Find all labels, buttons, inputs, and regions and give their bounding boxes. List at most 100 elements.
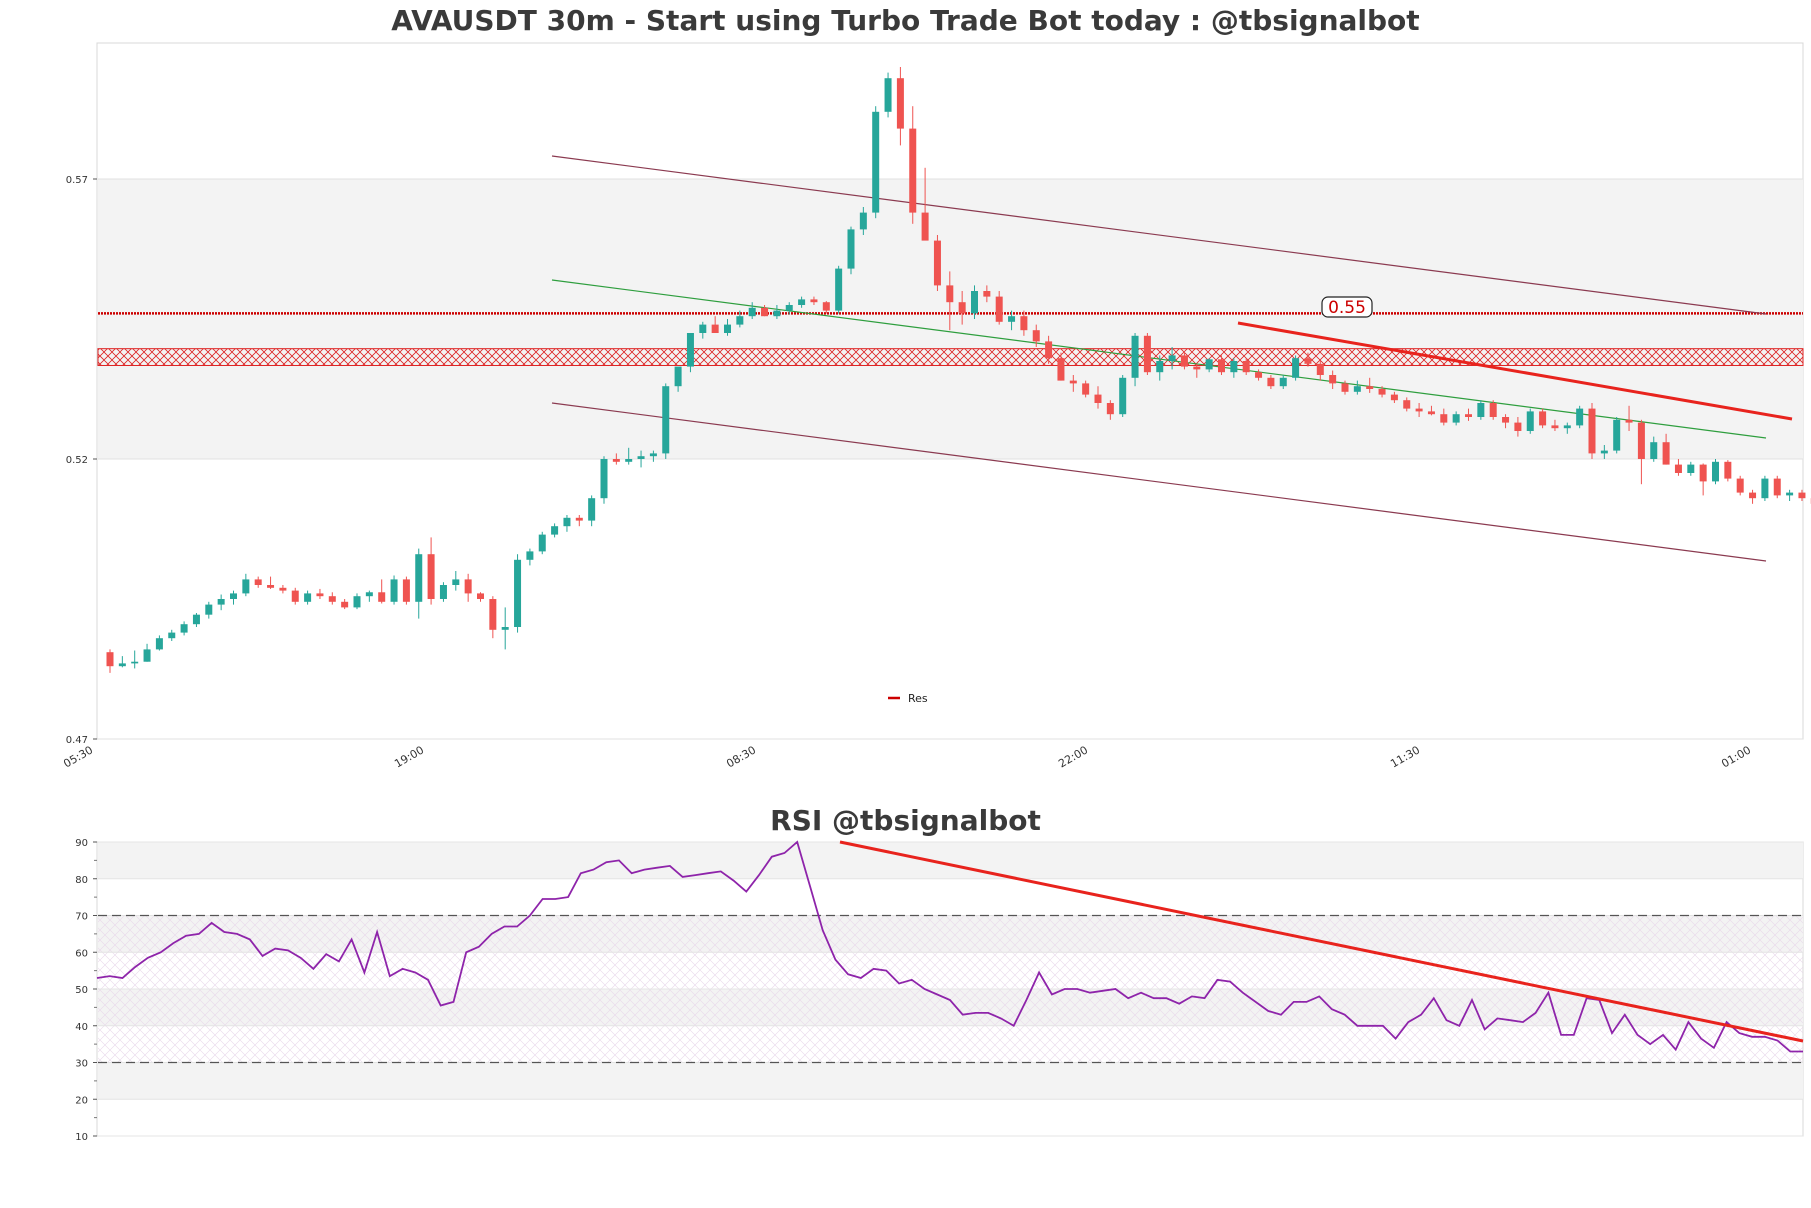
candle-body bbox=[242, 579, 250, 594]
candle-body bbox=[1255, 372, 1263, 378]
candle-body bbox=[1662, 442, 1670, 465]
candle-body bbox=[933, 240, 941, 286]
price-y-tick-label: 0.52 bbox=[66, 455, 88, 466]
rsi-band bbox=[98, 842, 1803, 879]
candle-body bbox=[810, 299, 818, 303]
candle-body bbox=[1588, 408, 1596, 454]
candle-body bbox=[1687, 464, 1695, 473]
channel-mid-line bbox=[551, 279, 1767, 439]
candle-body bbox=[1761, 478, 1769, 499]
rsi-y-tick-label: 20 bbox=[75, 1095, 88, 1106]
candle-body bbox=[1057, 358, 1065, 381]
candle-body bbox=[267, 585, 275, 588]
candle-body bbox=[1032, 330, 1040, 342]
candle-body bbox=[1440, 414, 1448, 423]
candle-body bbox=[1736, 478, 1744, 493]
rsi-band bbox=[98, 989, 1803, 1026]
candle-body bbox=[489, 599, 497, 630]
rsi-y-tick-label: 80 bbox=[75, 875, 88, 886]
candle-body bbox=[217, 599, 225, 605]
candle-body bbox=[192, 614, 200, 625]
candle-body bbox=[921, 212, 929, 241]
candle-body bbox=[1205, 359, 1213, 370]
candle-body bbox=[686, 333, 694, 367]
candle-body bbox=[328, 596, 336, 602]
candle-body bbox=[896, 78, 904, 129]
candle-body bbox=[785, 305, 793, 311]
main-chart-title: AVAUSDT 30m - Start using Turbo Trade Bo… bbox=[391, 4, 1420, 37]
candle-body bbox=[1082, 383, 1090, 395]
candle-body bbox=[1502, 417, 1510, 423]
candle-body bbox=[1316, 363, 1324, 375]
price-y-tick-label: 0.57 bbox=[66, 175, 88, 186]
candle-body bbox=[563, 517, 571, 527]
candle-body bbox=[1106, 403, 1114, 415]
rsi-plot-frame bbox=[96, 841, 1804, 1137]
rsi-y-tick-label: 10 bbox=[75, 1132, 88, 1143]
candle-body bbox=[674, 366, 682, 387]
rsi-line bbox=[96, 840, 1803, 1053]
candle-body bbox=[637, 456, 645, 459]
channel-lower-line bbox=[551, 402, 1767, 562]
candle-body bbox=[588, 498, 596, 521]
candle-body bbox=[649, 453, 657, 457]
candle-body bbox=[1452, 414, 1460, 423]
rsi-chart-title: RSI @tbsignalbot bbox=[770, 804, 1041, 837]
candle-body bbox=[724, 324, 731, 333]
candle-body bbox=[1465, 414, 1472, 417]
candle-body bbox=[526, 551, 534, 560]
candle-body bbox=[1390, 394, 1398, 401]
candle-body bbox=[1625, 419, 1633, 423]
candle-body bbox=[1712, 461, 1719, 482]
candle-body bbox=[798, 299, 806, 305]
candle-body bbox=[1415, 408, 1423, 412]
candle-body bbox=[1218, 359, 1225, 373]
resistance-trendline bbox=[1237, 321, 1793, 421]
candle-body bbox=[1131, 335, 1139, 378]
price-x-tick-label: 01:00 bbox=[1719, 743, 1753, 770]
candle-body bbox=[748, 307, 756, 317]
candle-body bbox=[1526, 411, 1534, 431]
rsi-y-tick-label: 70 bbox=[75, 912, 88, 923]
candle-body bbox=[884, 78, 892, 112]
candle-body bbox=[415, 554, 423, 602]
candle-body bbox=[1329, 375, 1337, 384]
candle-body bbox=[168, 632, 176, 639]
candle-body bbox=[1143, 335, 1151, 373]
candle-body bbox=[946, 285, 954, 303]
candle-body bbox=[1403, 400, 1411, 409]
rsi-trendline bbox=[839, 840, 1804, 1043]
candle-body bbox=[464, 579, 472, 594]
price-chart: 0.55 Res 0.47 0.52 0.57 05:30 19:00 08:30 22:… bbox=[61, 42, 1811, 771]
candle-body bbox=[1020, 316, 1028, 331]
candle-body bbox=[995, 296, 1003, 322]
candle-body bbox=[1304, 358, 1312, 364]
rsi-y-tick-label: 50 bbox=[75, 985, 88, 996]
candle-body bbox=[439, 585, 447, 599]
candle-body bbox=[452, 579, 460, 585]
candle-body bbox=[822, 302, 830, 311]
candle-body bbox=[1193, 366, 1201, 370]
rsi-y-tick-label: 40 bbox=[75, 1022, 88, 1033]
legend: Res bbox=[888, 692, 928, 705]
rsi-band bbox=[98, 1062, 1803, 1100]
candle-body bbox=[1094, 394, 1102, 403]
candle-body bbox=[625, 459, 633, 462]
candle-body bbox=[1069, 380, 1077, 384]
price-x-tick-label: 11:30 bbox=[1388, 743, 1422, 770]
candle-body bbox=[304, 593, 312, 602]
candle-body bbox=[835, 268, 843, 311]
candle-body bbox=[254, 579, 262, 585]
rsi-band bbox=[98, 915, 1803, 953]
rsi-y-tick-label: 60 bbox=[75, 948, 88, 959]
candle-body bbox=[1045, 341, 1053, 359]
candle-body bbox=[773, 310, 781, 317]
candle-body bbox=[1292, 358, 1300, 378]
candle-body bbox=[205, 604, 213, 615]
candle-body bbox=[106, 652, 114, 667]
candle-body bbox=[1749, 492, 1757, 499]
price-x-tick-label: 08:30 bbox=[724, 743, 758, 770]
candle-body bbox=[1563, 425, 1571, 429]
candle-body bbox=[365, 592, 373, 597]
candle-body bbox=[1600, 450, 1608, 454]
